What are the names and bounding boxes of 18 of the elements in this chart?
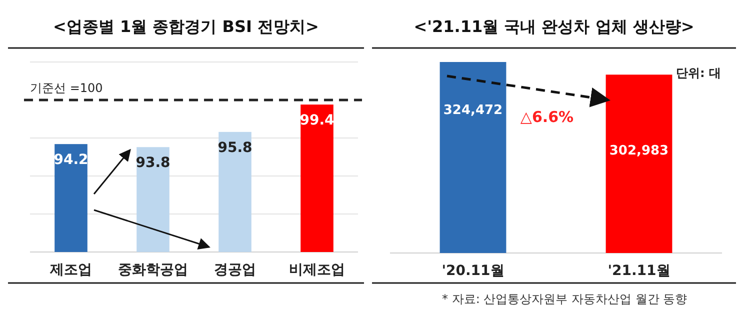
- x-tick-label: '21.11월: [608, 263, 670, 279]
- x-tick-label: '20.11월: [442, 263, 504, 279]
- x-tick-label: 경공업: [214, 262, 256, 278]
- chart-title: <업종별 1월 종합경기 BSI 전망치>: [53, 17, 319, 36]
- annotation: 단위: 대: [676, 66, 721, 80]
- text: * 자료: 산업통상자원부 자동차산업 월간 동향: [442, 292, 688, 306]
- annotation: △6.6%: [520, 108, 574, 126]
- data-label: 93.8: [136, 155, 170, 172]
- data-label: 94.2: [54, 152, 88, 168]
- x-tick-label: 중화학공업: [118, 262, 188, 278]
- data-label: 302,983: [609, 144, 669, 159]
- x-tick-label: 비제조업: [289, 262, 345, 278]
- data-label: 95.8: [218, 140, 252, 156]
- data-label: 324,472: [443, 103, 503, 118]
- chart-title: <'21.11월 국내 완성차 업체 생산량>: [414, 17, 694, 36]
- data-label: 99.4: [300, 112, 335, 129]
- ref-line-label: 기준선 =100: [30, 81, 103, 95]
- x-tick-label: 제조업: [49, 262, 92, 278]
